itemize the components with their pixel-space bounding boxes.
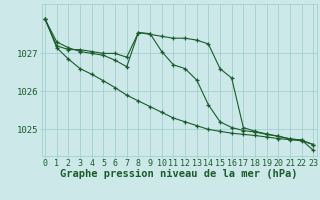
X-axis label: Graphe pression niveau de la mer (hPa): Graphe pression niveau de la mer (hPa) <box>60 169 298 179</box>
